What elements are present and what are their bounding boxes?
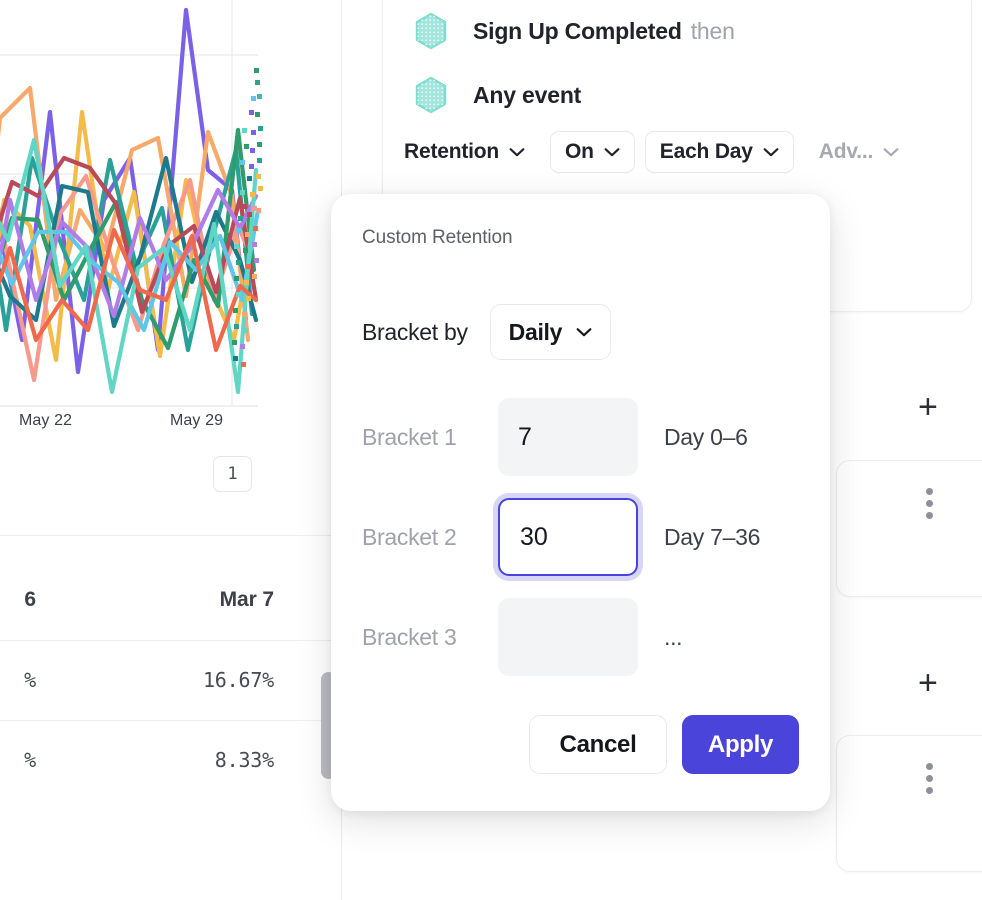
table-cell: % [24, 668, 36, 692]
bracket-3-input[interactable] [498, 598, 638, 676]
bracket-3-label: Bracket 3 [362, 623, 457, 650]
bracket-by-label: Bracket by [362, 318, 468, 345]
bracket-row-3: Bracket 3 ... [362, 598, 683, 676]
table-cell: 8.33% [214, 748, 274, 772]
bracket-by-row: Bracket by Daily [362, 304, 612, 360]
bracket-2-input[interactable] [498, 498, 638, 576]
apply-button[interactable]: Apply [682, 715, 799, 774]
measurement-granularity-label: Each Day [659, 140, 753, 163]
event-suffix: then [690, 17, 735, 44]
chart-projection-dots [232, 68, 263, 367]
right-card-bottom [836, 735, 982, 872]
left-panel-divider [0, 535, 342, 536]
chart-canvas [0, 0, 263, 407]
bracket-1-hint: Day 0–6 [664, 423, 748, 450]
table-row[interactable]: % 8.33% [0, 720, 342, 800]
advanced-label: Adv... [818, 140, 874, 163]
chart-series-lines [0, 7, 261, 395]
custom-retention-modal: Custom Retention Bracket by Daily Bracke… [331, 194, 830, 811]
pagination-page-1[interactable]: 1 [213, 456, 252, 492]
bracket-3-hint: ... [664, 623, 683, 650]
chevron-down-icon [604, 148, 620, 157]
add-item-button-top[interactable]: + [918, 388, 938, 426]
table-header-cell-1: 6 [24, 588, 36, 611]
event-row-sign-up-completed[interactable]: Sign Up Completed then [413, 11, 735, 51]
event-label: Sign Up Completed [473, 17, 682, 44]
bracket-row-1: Bracket 1 Day 0–6 [362, 398, 748, 476]
bracket-1-label: Bracket 1 [362, 423, 457, 450]
modal-actions: Cancel Apply [331, 715, 830, 774]
table-cell: 16.67% [202, 668, 274, 692]
chevron-down-icon [763, 148, 779, 157]
chevron-down-icon [509, 148, 525, 157]
x-axis-tick-1: May 22 [19, 412, 73, 429]
left-column: May 22 May 29 1 6 Mar 7 % 16.67% % 8.33% [0, 0, 342, 900]
table-cell: % [24, 748, 36, 772]
hexagon-icon [415, 12, 447, 50]
measurement-granularity-dropdown[interactable]: Each Day [644, 131, 794, 173]
measurement-on-dropdown[interactable]: On [550, 131, 635, 173]
chevron-down-icon [883, 148, 899, 157]
measurement-type-label: Retention [404, 140, 500, 163]
table-row[interactable]: % 16.67% [0, 640, 342, 720]
bracket-2-hint: Day 7–36 [664, 523, 761, 550]
measurement-on-label: On [565, 140, 594, 163]
advanced-dropdown[interactable]: Adv... [803, 131, 915, 173]
bracket-by-value: Daily [508, 318, 563, 345]
x-axis-tick-2: May 29 [170, 412, 224, 429]
chevron-down-icon [576, 328, 592, 337]
modal-title: Custom Retention [362, 227, 513, 248]
measurement-control-row: Retention On Each Day Adv... [403, 131, 915, 173]
kebab-menu-icon[interactable] [926, 763, 933, 794]
chart-x-axis: May 22 May 29 [0, 412, 342, 448]
table-header-row: 6 Mar 7 [0, 560, 342, 640]
chart-pagination: 1 [213, 456, 252, 492]
event-label: Any event [473, 81, 582, 108]
bracket-by-dropdown[interactable]: Daily [489, 304, 612, 360]
bracket-row-2: Bracket 2 Day 7–36 [362, 498, 760, 576]
table-header-cell-2: Mar 7 [219, 588, 274, 611]
event-row-any-event[interactable]: Any event [413, 75, 590, 115]
hexagon-icon [415, 76, 447, 114]
measurement-type-dropdown[interactable]: Retention [403, 131, 541, 173]
retention-line-chart: May 22 May 29 [0, 0, 342, 429]
bracket-2-label: Bracket 2 [362, 523, 457, 550]
retention-table: 6 Mar 7 % 16.67% % 8.33% [0, 560, 342, 800]
kebab-menu-icon[interactable] [926, 488, 933, 519]
cancel-button[interactable]: Cancel [529, 715, 667, 774]
right-card-top [836, 460, 982, 597]
bracket-1-input[interactable] [498, 398, 638, 476]
add-item-button-bottom[interactable]: + [918, 664, 938, 702]
